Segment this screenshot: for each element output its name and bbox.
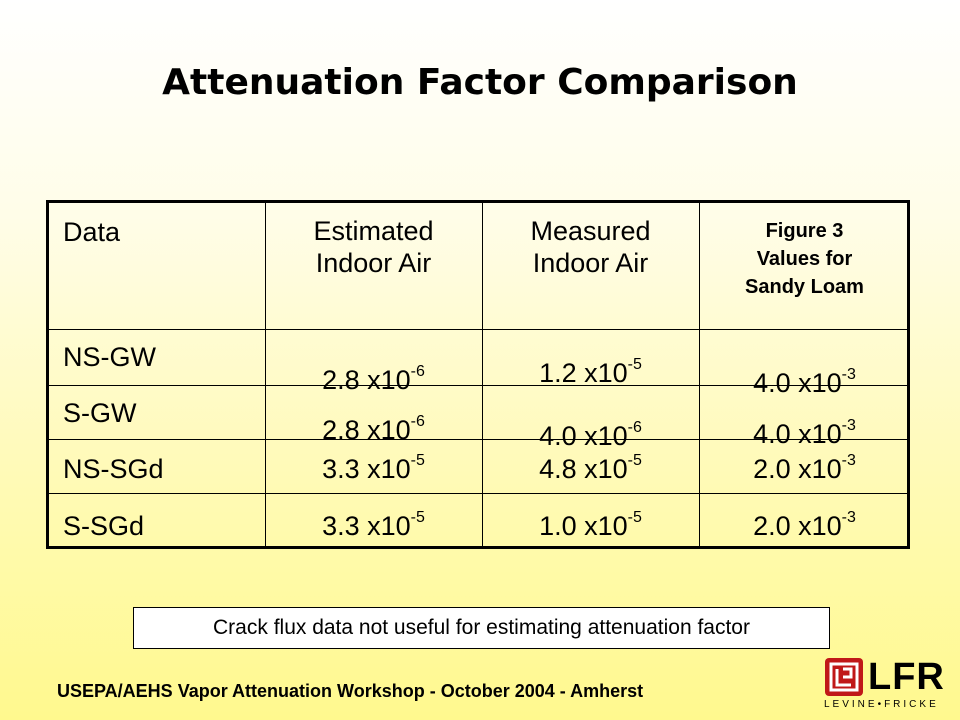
lfr-logo-subtext: LEVINE•FRICKE (824, 699, 939, 710)
header-figure3-line1: Figure 3 (765, 220, 844, 242)
header-estimated-indoor-air: Estimated Indoor Air (265, 215, 482, 280)
header-measured-indoor-air: Measured Indoor Air (482, 215, 699, 280)
crack-flux-note: Crack flux data not useful for estimatin… (133, 607, 830, 649)
value-ns-gw-measured: 1.2 x10-5 (539, 356, 642, 388)
value-s-sgd-measured: 1.0 x10-5 (539, 509, 642, 541)
value-s-gw-estimated: 2.8 x10-6 (322, 413, 425, 445)
row-divider (49, 493, 907, 494)
header-measured-line1: Measured (530, 216, 651, 246)
header-figure3-line3: Sandy Loam (745, 276, 864, 298)
row-label-ns-gw: NS-GW (63, 342, 156, 372)
header-measured-line2: Indoor Air (532, 248, 649, 279)
row-divider (49, 329, 907, 330)
header-figure3-values: Figure 3 Values for Sandy Loam (699, 217, 910, 301)
footer-text: USEPA/AEHS Vapor Attenuation Workshop - … (57, 681, 644, 701)
value-ns-sgd-figure3: 2.0 x10-3 (753, 452, 856, 484)
value-ns-sgd-measured: 4.8 x10-5 (539, 452, 642, 484)
header-data: Data (63, 217, 121, 247)
lfr-logo: LFR LEVINE•FRICKE (820, 655, 944, 715)
column-divider (482, 203, 483, 546)
value-ns-gw-figure3: 4.0 x10-3 (753, 366, 856, 398)
row-divider (49, 385, 907, 386)
lfr-logo-mark-icon (825, 658, 863, 696)
attenuation-table: Data Estimated Indoor Air Measured Indoo… (46, 200, 910, 549)
value-s-gw-figure3: 4.0 x10-3 (753, 417, 856, 449)
row-label-s-sgd: S-SGd (63, 511, 145, 541)
column-divider (699, 203, 700, 546)
row-label-s-gw: S-GW (63, 398, 137, 428)
slide-title: Attenuation Factor Comparison (162, 62, 798, 103)
row-divider (49, 439, 907, 440)
value-s-sgd-figure3: 2.0 x10-3 (753, 509, 856, 541)
column-divider (265, 203, 266, 546)
lfr-logo-text: LFR (868, 656, 945, 698)
row-label-ns-sgd: NS-SGd (63, 454, 164, 484)
header-estimated-line2: Indoor Air (315, 248, 432, 279)
header-estimated-line1: Estimated (313, 216, 434, 246)
value-s-gw-measured: 4.0 x10-6 (539, 419, 642, 451)
header-figure3-line2: Values for (756, 248, 853, 270)
value-ns-gw-estimated: 2.8 x10-6 (322, 363, 425, 395)
value-s-sgd-estimated: 3.3 x10-5 (322, 509, 425, 541)
value-ns-sgd-estimated: 3.3 x10-5 (322, 452, 425, 484)
